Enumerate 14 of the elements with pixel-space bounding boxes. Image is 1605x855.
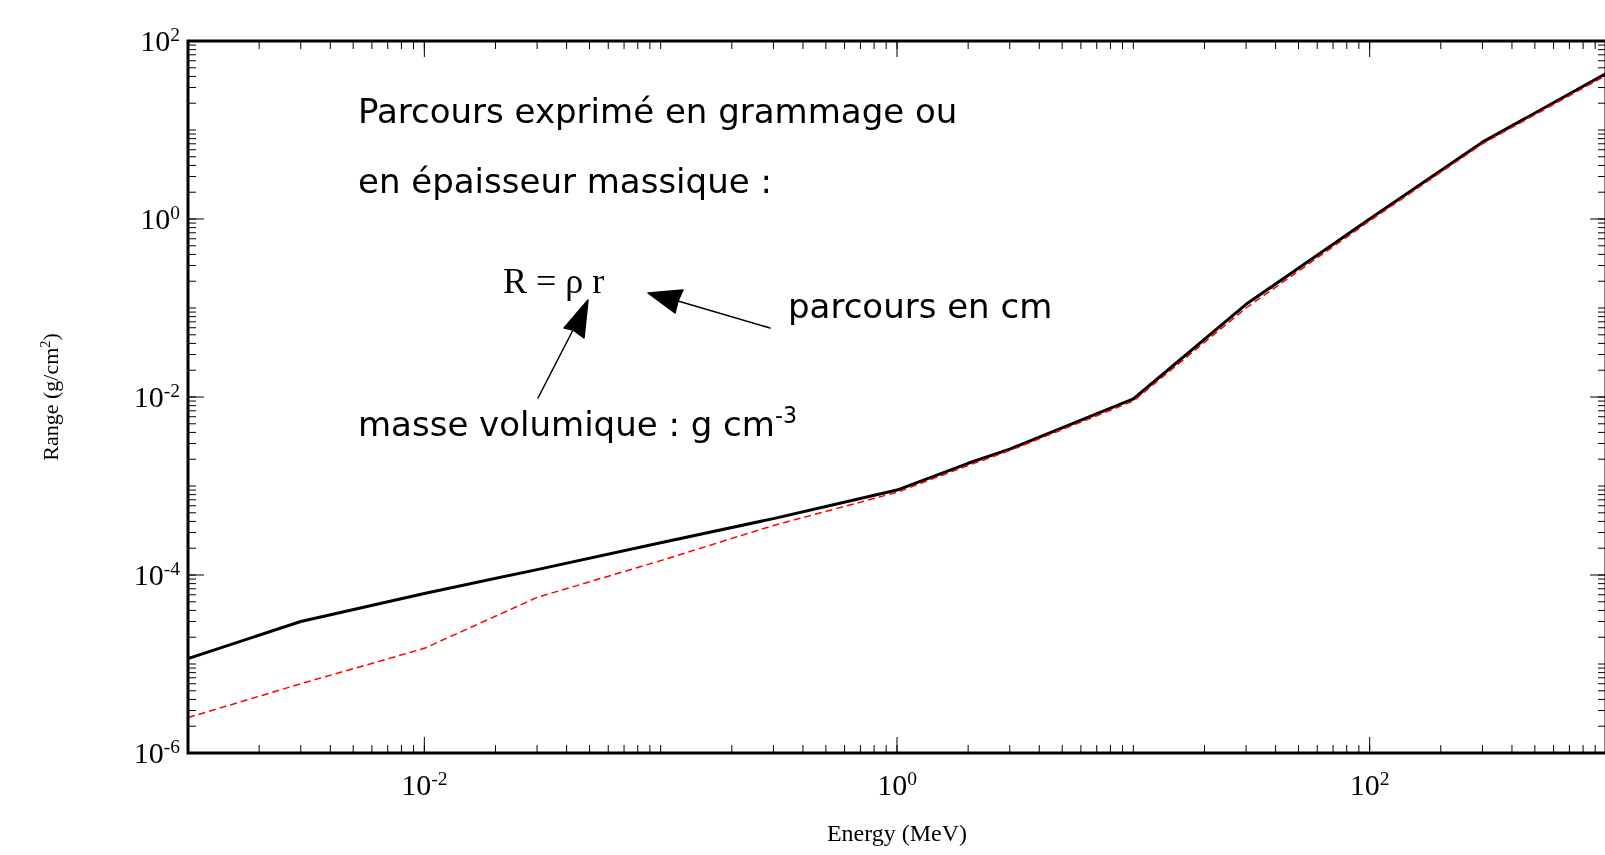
annotation: Parcours exprimé en grammage ou <box>358 91 958 131</box>
y-tick-label: 10$^{0}$ <box>140 201 180 235</box>
x-axis-title: Energy (MeV) <box>826 820 968 846</box>
y-tick-label: 10$^{-4}$ <box>133 557 181 591</box>
x-tick-label: 10$^{0}$ <box>877 767 917 801</box>
annotation: R = ρ r <box>503 261 605 301</box>
annotation: en épaisseur massique : <box>358 161 772 201</box>
annotation: masse volumique : g cm$^{-3}$ <box>358 402 797 444</box>
y-tick-label: 10$^{2}$ <box>140 23 180 57</box>
y-tick-label: 10$^{-6}$ <box>133 735 181 769</box>
annotation: parcours en cm <box>788 286 1053 326</box>
x-tick-label: 10$^{-2}$ <box>401 767 448 801</box>
x-tick-label: 10$^{2}$ <box>1349 767 1390 801</box>
y-tick-label: 10$^{-2}$ <box>133 379 180 413</box>
